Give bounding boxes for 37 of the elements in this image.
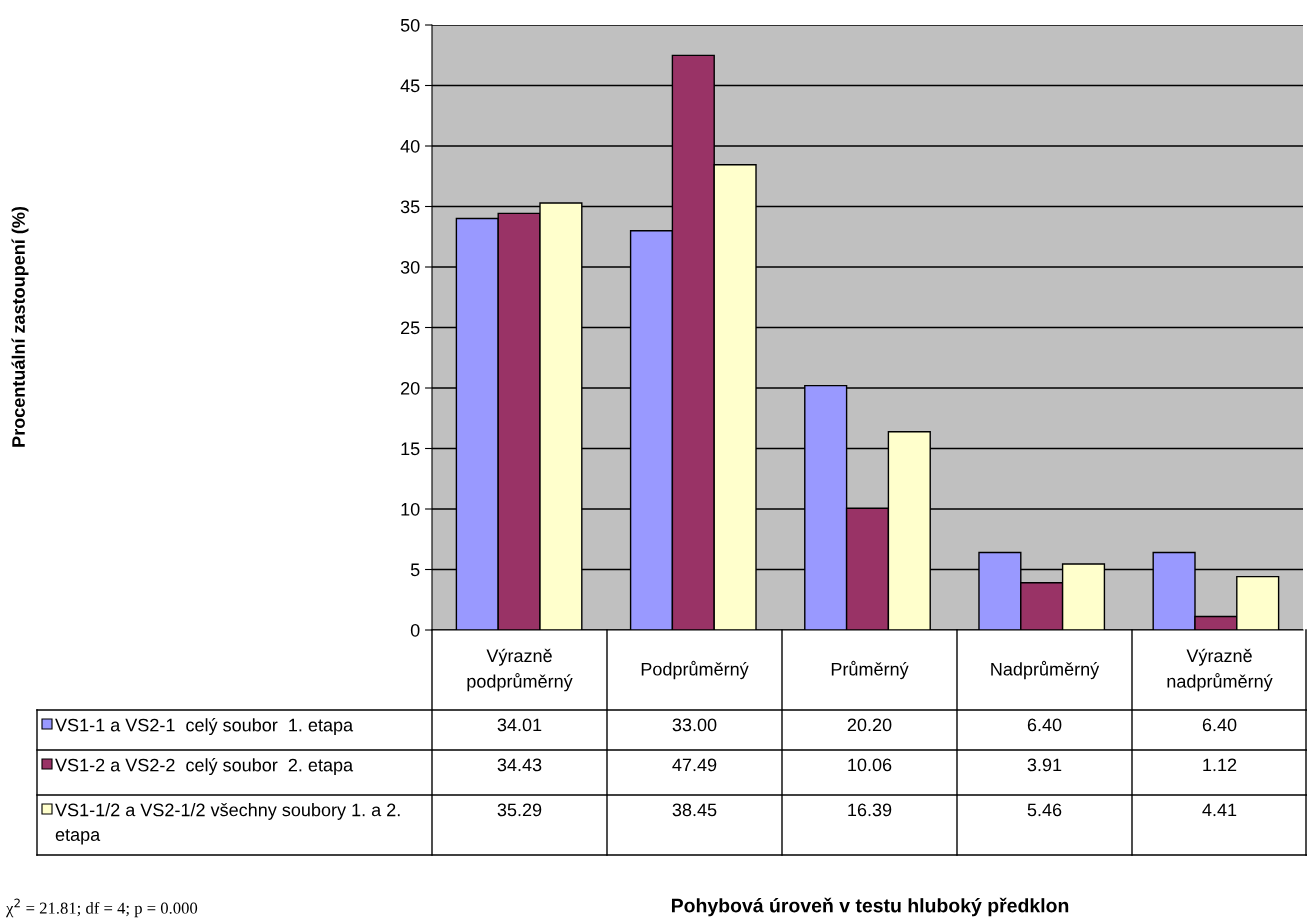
- y-tick-label: 20: [401, 381, 420, 395]
- y-tick-label: 35: [400, 200, 420, 214]
- y-tick-label: 5: [410, 563, 420, 577]
- y-tick-label: 0: [410, 623, 420, 637]
- y-tick-label: 50: [400, 18, 420, 32]
- legend-label: VS1-1 a VS2-1 celý soubor 1. etapa: [55, 718, 354, 736]
- data-label: 34.01: [497, 718, 542, 732]
- data-label: 47.49: [672, 758, 717, 772]
- text: χ$^{2}$ = 21.81; df = 4; p = 0.000: [5, 898, 198, 918]
- data-label: 3.91: [1027, 758, 1062, 772]
- data-label: 6.40: [1027, 718, 1062, 732]
- x-tick-label: Výrazně nadprůměrný: [1167, 648, 1273, 692]
- y-tick-label: 25: [401, 321, 420, 335]
- text: Pohybová úroveň v testu hluboký předklon: [671, 897, 1069, 917]
- y-tick-label: 45: [400, 79, 420, 93]
- legend-label: VS1-2 a VS2-2 celý soubor 2. etapa: [55, 758, 354, 776]
- data-label: 34.43: [497, 758, 542, 772]
- data-label: 5.46: [1027, 803, 1062, 817]
- data-label: 10.06: [848, 758, 892, 772]
- y-tick-label: 30: [400, 260, 420, 274]
- text: Procentuální zastoupení (%): [11, 207, 29, 447]
- data-label: 1.12: [1203, 758, 1237, 772]
- y-tick-label: 15: [401, 442, 420, 456]
- x-tick-label: Průměrný: [831, 660, 909, 680]
- x-tick-label: Podprůměrný: [641, 660, 749, 680]
- data-label: 38.45: [672, 803, 717, 817]
- data-label: 4.41: [1202, 803, 1237, 817]
- data-label: 6.40: [1202, 718, 1237, 732]
- legend-label: VS1-1/2 a VS2-1/2 všechny soubory 1. a 2. etapa: [55, 803, 400, 845]
- y-tick-label: 10: [401, 502, 420, 516]
- y-tick-label: 40: [400, 139, 420, 153]
- x-tick-label: Nadprůměrný: [991, 660, 1100, 680]
- data-label: 20.20: [847, 718, 892, 732]
- data-label: 35.29: [497, 803, 542, 817]
- data-label: 16.39: [848, 803, 892, 817]
- x-tick-label: Výrazně podprůměrný: [467, 648, 573, 692]
- data-label: 33.00: [672, 718, 717, 732]
